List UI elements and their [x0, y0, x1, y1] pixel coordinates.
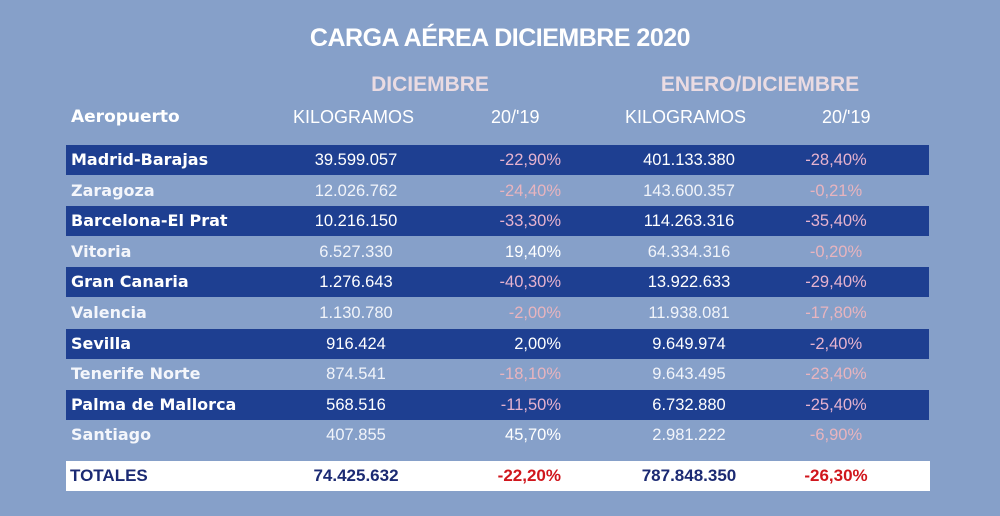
kg-enero-diciembre: 13.922.633	[647, 273, 731, 292]
pct-diciembre: -18,10%	[499, 365, 561, 384]
kg-enero-diciembre: 2.981.222	[652, 426, 726, 445]
pct-diciembre: -24,40%	[499, 181, 561, 200]
kg-diciembre: 1.130.780	[319, 304, 393, 322]
pct-diciembre: -22,90%	[499, 151, 561, 169]
airport-name: Sevilla	[71, 333, 132, 353]
page-title: CARGA AÉREA DICIEMBRE 2020	[309, 24, 691, 52]
pct-enero-diciembre: -35,40%	[805, 212, 867, 231]
pct-diciembre: 2,00%	[514, 334, 561, 353]
totals-pct-diciembre: -22,20%	[497, 466, 561, 485]
table-row: Santiago 407.855 45,70% 2.981.222 -6,90%	[66, 420, 929, 450]
table-row: Barcelona-El Prat 10.216.150 -33,30% 114.26…	[66, 206, 929, 237]
totals-kg-enero-diciembre: 787.848.350	[641, 466, 737, 485]
pct-enero-diciembre: -0,20%	[809, 242, 863, 261]
kg-diciembre: 12.026.762	[314, 181, 398, 200]
kg-diciembre: 39.599.057	[314, 151, 398, 169]
pct-enero-diciembre: -6,90%	[809, 426, 863, 445]
airport-name: Zaragoza	[71, 180, 155, 200]
table-row: Valencia 1.130.780 -2,00% 11.938.081 -17,80%	[66, 298, 929, 328]
totals-kg-diciembre: 74.425.632	[313, 466, 399, 485]
totals-label: TOTALES	[70, 466, 148, 485]
table-row: Zaragoza 12.026.762 -24,40% 143.600.357 -0,2…	[66, 176, 929, 206]
column-header-pct-diciembre: 20/'19	[491, 107, 540, 127]
kg-enero-diciembre: 6.732.880	[652, 395, 726, 414]
airport-name: Vitoria	[71, 241, 132, 261]
pct-diciembre: 45,70%	[505, 426, 561, 445]
pct-enero-diciembre: -25,40%	[805, 395, 867, 414]
airport-name: Valencia	[71, 303, 147, 322]
pct-enero-diciembre: -2,40%	[809, 334, 863, 353]
pct-diciembre: 19,40%	[505, 242, 561, 261]
pct-enero-diciembre: -28,40%	[805, 151, 867, 169]
kg-diciembre: 6.527.330	[319, 242, 393, 261]
column-header-pct-enero-diciembre: 20/'19	[822, 107, 871, 127]
column-header-airport: Aeropuerto	[71, 107, 180, 127]
table-row: Madrid-Barajas 39.599.057 -22,90% 401.133.3…	[66, 145, 929, 175]
airport-name: Gran Canaria	[71, 272, 189, 292]
pct-enero-diciembre: -17,80%	[805, 304, 867, 322]
kg-enero-diciembre: 114.263.316	[643, 212, 735, 231]
pct-diciembre: -11,50%	[500, 395, 561, 414]
totals-row: TOTALES 74.425.632 -22,20% 787.848.350 -…	[66, 461, 930, 491]
kg-enero-diciembre: 143.600.357	[643, 181, 735, 200]
airport-name: Barcelona-El Prat	[71, 211, 228, 231]
kg-enero-diciembre: 64.334.316	[647, 242, 731, 261]
table-row: Gran Canaria 1.276.643 -40,30% 13.922.633 -2…	[66, 267, 929, 298]
airport-name: Palma de Mallorca	[71, 394, 237, 414]
column-header-kg-enero-diciembre: KILOGRAMOS	[625, 107, 747, 127]
pct-enero-diciembre: -29,40%	[805, 273, 867, 292]
airport-name: Santiago	[71, 425, 152, 445]
airport-name: Madrid-Barajas	[71, 150, 209, 169]
kg-diciembre: 874.541	[326, 365, 386, 384]
kg-enero-diciembre: 9.643.495	[652, 365, 726, 384]
table-row: Tenerife Norte 874.541 -18,10% 9.643.495 -23…	[66, 359, 929, 389]
kg-diciembre: 10.216.150	[314, 212, 398, 231]
kg-diciembre: 568.516	[326, 395, 386, 414]
pct-diciembre: -33,30%	[499, 212, 561, 231]
pct-diciembre: -40,30%	[499, 273, 561, 292]
column-header-kg-diciembre: KILOGRAMOS	[293, 107, 415, 127]
pct-enero-diciembre: -23,40%	[805, 365, 867, 384]
totals-pct-enero-diciembre: -26,30%	[804, 466, 868, 485]
group-header-diciembre: DICIEMBRE	[371, 73, 489, 96]
kg-enero-diciembre: 9.649.974	[652, 334, 726, 353]
kg-diciembre: 1.276.643	[319, 273, 393, 292]
table-row: Vitoria 6.527.330 19,40% 64.334.316 -0,20%	[66, 237, 929, 267]
airport-name: Tenerife Norte	[71, 364, 201, 384]
kg-enero-diciembre: 401.133.380	[643, 151, 735, 169]
pct-diciembre: -2,00%	[508, 304, 561, 322]
table-row: Sevilla 916.424 2,00% 9.649.974 -2,40%	[66, 328, 929, 359]
kg-diciembre: 916.424	[326, 334, 386, 353]
kg-diciembre: 407.855	[326, 426, 386, 445]
table-row: Palma de Mallorca 568.516 -11,50% 6.732.880…	[66, 389, 929, 420]
group-header-enero-diciembre: ENERO/DICIEMBRE	[660, 73, 860, 96]
pct-enero-diciembre: -0,21%	[809, 181, 863, 200]
kg-enero-diciembre: 11.938.081	[648, 304, 730, 322]
